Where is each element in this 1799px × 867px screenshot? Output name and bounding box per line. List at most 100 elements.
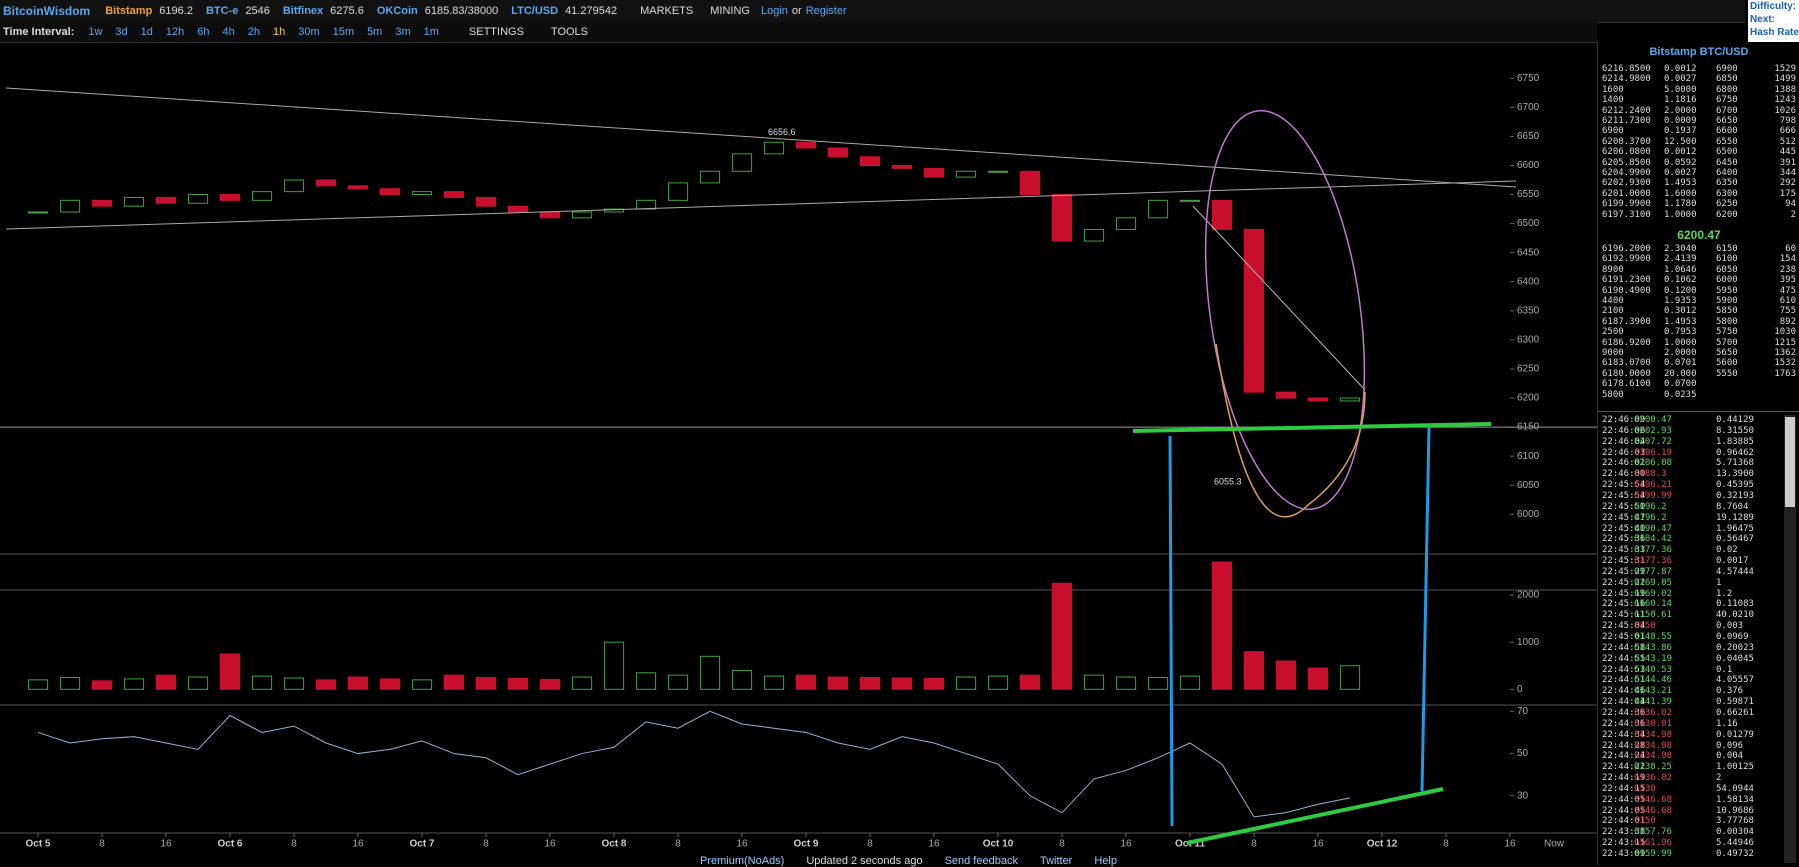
book-cell: 292 xyxy=(1779,178,1796,189)
candle xyxy=(795,141,817,149)
interval-button[interactable]: 4h xyxy=(222,26,235,38)
side-panel: Bitstamp BTC/USD 6200.47 6216.8500 0.0012… xyxy=(1597,42,1799,865)
divider xyxy=(1598,411,1799,412)
candle xyxy=(731,153,753,172)
trade-cell: 6136.02 xyxy=(1634,707,1672,718)
trade-cell: 6146.68 xyxy=(1634,794,1672,805)
ticker-name[interactable]: Bitfinex xyxy=(282,5,324,17)
book-cell: 1030 xyxy=(1774,327,1796,338)
marker-line xyxy=(1168,435,1174,827)
x-tick-label: Oct 8 xyxy=(601,839,626,850)
trade-cell: 6159.99 xyxy=(1634,849,1672,859)
ticker-name[interactable]: OKCoin xyxy=(376,5,418,17)
ticker-price: 6275.6 xyxy=(330,5,364,17)
trade-cell: 22:45:31 xyxy=(1602,556,1646,567)
panel-title: Bitstamp BTC/USD xyxy=(1649,46,1749,58)
trade-cell: 22:43:15 xyxy=(1602,838,1646,849)
candle xyxy=(1115,217,1137,230)
volume-bar xyxy=(795,674,817,690)
trade-cell: 10.9686 xyxy=(1716,805,1754,816)
footer-item[interactable]: Send feedback xyxy=(944,855,1018,867)
interval-button[interactable]: 30m xyxy=(298,26,320,38)
interval-button[interactable]: 2h xyxy=(247,26,260,38)
x-tick-label: 8 xyxy=(483,839,489,850)
menu[interactable]: MARKETS xyxy=(640,5,694,17)
trade-cell: 22:44:44 xyxy=(1602,697,1646,708)
trade-cell: 22:45:54 xyxy=(1602,490,1646,501)
interval-button[interactable]: 1m xyxy=(423,26,439,38)
candle xyxy=(475,196,497,207)
ticker-price: 2546 xyxy=(245,5,270,17)
ticker-name[interactable]: Bitstamp xyxy=(105,5,153,17)
book-cell: 238 xyxy=(1779,264,1796,275)
trade-cell: 6160.14 xyxy=(1634,599,1672,610)
y-tick-label: 6650 xyxy=(1517,131,1540,142)
trade-cell: 6148.55 xyxy=(1634,632,1672,642)
book-cell: 1529 xyxy=(1774,64,1796,74)
interval-button[interactable]: 15m xyxy=(332,26,355,38)
book-cell: 6178.6100 xyxy=(1602,379,1651,390)
trade-cell: 22:44:36 xyxy=(1602,707,1646,718)
scrollbar[interactable] xyxy=(1784,415,1796,863)
book-cell: 6204.9900 xyxy=(1602,168,1651,178)
login-link[interactable]: Login xyxy=(760,5,788,17)
x-tick-label: 8 xyxy=(1251,839,1257,850)
book-cell: 6191.2300 xyxy=(1602,275,1651,286)
toolbar-menu[interactable]: SETTINGS xyxy=(468,26,524,38)
trade-cell: 6130 xyxy=(1634,783,1656,794)
trade-cell: 4.05557 xyxy=(1716,675,1754,686)
footer-item[interactable]: Help xyxy=(1094,855,1117,867)
candle xyxy=(219,194,241,201)
scrollbar-thumb[interactable] xyxy=(1785,417,1795,507)
trade-cell: 0.0017 xyxy=(1716,556,1749,567)
trade-cell: 22:46:09 xyxy=(1602,415,1646,425)
interval-button[interactable]: 1w xyxy=(88,26,103,38)
x-tick-label: Oct 5 xyxy=(25,839,50,850)
interval-button[interactable]: 3d xyxy=(115,26,128,38)
trade-cell: 22:45:11 xyxy=(1602,610,1646,621)
footer-item[interactable]: Premium(NoAds) xyxy=(700,855,785,867)
book-cell: 5800 xyxy=(1716,316,1738,327)
trade-cell: 22:44:05 xyxy=(1602,805,1646,816)
trade-cell: 0.096 xyxy=(1716,740,1744,751)
interval-button[interactable]: 1h xyxy=(273,26,286,38)
brand[interactable]: BitcoinWisdom xyxy=(3,4,91,18)
volume-bar xyxy=(955,676,977,690)
book-cell: 2.0000 xyxy=(1664,348,1697,358)
trade-cell: 0.56467 xyxy=(1716,534,1754,545)
book-cell: 6187.3900 xyxy=(1602,316,1651,327)
y-tick-label: 0 xyxy=(1517,684,1523,695)
trend-line xyxy=(5,180,1517,230)
interval-button[interactable]: 5m xyxy=(367,26,383,38)
toolbar-menu[interactable]: TOOLS xyxy=(550,26,589,38)
interval-button[interactable]: 1d xyxy=(140,26,153,38)
book-cell: 512 xyxy=(1779,136,1796,147)
book-cell: 1499 xyxy=(1774,74,1796,85)
ticker-name[interactable]: LTC/USD xyxy=(511,5,559,17)
volume-bar xyxy=(539,678,561,690)
register-link[interactable]: Register xyxy=(805,5,847,17)
trade-cell: 0.04045 xyxy=(1716,653,1754,664)
interval-button[interactable]: 12h xyxy=(165,26,185,38)
trade-cell: 1.16 xyxy=(1716,718,1738,729)
trade-cell: 22:44:58 xyxy=(1602,642,1646,653)
menu[interactable]: MINING xyxy=(710,5,750,17)
book-cell: 1600 xyxy=(1602,84,1624,95)
interval-button[interactable]: 6h xyxy=(197,26,210,38)
trade-cell: 22:44:05 xyxy=(1602,794,1646,805)
candle xyxy=(1083,228,1105,242)
footer-item[interactable]: Twitter xyxy=(1039,855,1073,867)
book-cell: 0.0701 xyxy=(1664,358,1697,369)
ticker-name[interactable]: BTC-e xyxy=(205,5,239,17)
trade-cell: 22:44:53 xyxy=(1602,664,1646,675)
trade-cell: 6207.72 xyxy=(1634,436,1672,447)
x-tick-label: 16 xyxy=(928,839,940,850)
trade-cell: 5.44946 xyxy=(1716,838,1754,849)
book-cell: 0.0012 xyxy=(1664,64,1697,74)
trade-cell: 6130.01 xyxy=(1634,718,1672,729)
interval-button[interactable]: 3m xyxy=(395,26,411,38)
x-tick-label: 16 xyxy=(1312,839,1324,850)
trade-cell: 6150 xyxy=(1634,621,1656,632)
candle xyxy=(859,156,881,166)
candle xyxy=(1211,199,1233,230)
